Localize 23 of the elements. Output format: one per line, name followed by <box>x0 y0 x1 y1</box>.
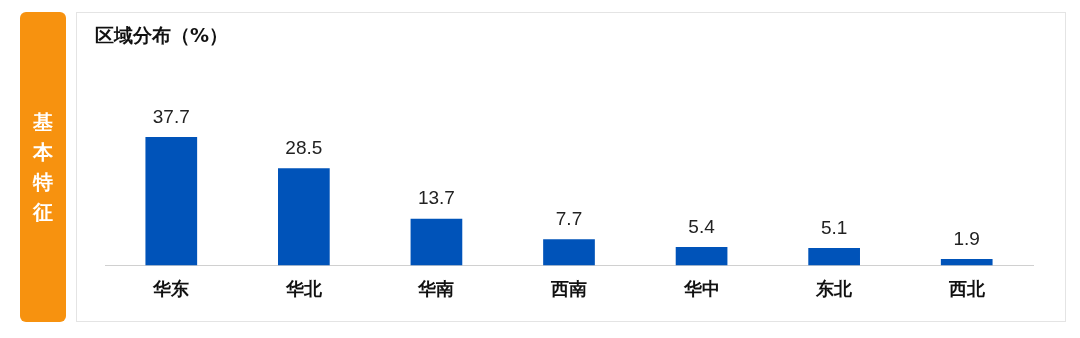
x-tick-label: 华北 <box>284 277 323 299</box>
bar <box>278 168 330 266</box>
data-label: 5.1 <box>820 216 848 238</box>
bar <box>675 247 728 266</box>
bar <box>410 218 463 266</box>
x-tick-label: 西北 <box>947 277 986 299</box>
x-tick-label: 华南 <box>417 277 455 299</box>
chart-title: 区域分布（%） <box>95 23 229 48</box>
data-label: 37.7 <box>152 105 190 127</box>
bar <box>145 136 198 266</box>
text: 基本特征 <box>32 109 54 226</box>
bar <box>543 239 595 266</box>
x-tick-label: 东北 <box>815 277 854 299</box>
x-tick-label: 华东 <box>152 277 190 299</box>
data-label: 7.7 <box>555 207 583 229</box>
x-tick-label: 西南 <box>550 277 587 299</box>
data-label: 13.7 <box>417 187 455 209</box>
data-label: 28.5 <box>285 137 323 159</box>
data-label: 5.4 <box>688 215 716 237</box>
bar <box>808 248 860 266</box>
bar <box>940 258 993 266</box>
data-label: 1.9 <box>953 227 980 249</box>
x-tick-label: 华中 <box>682 277 720 299</box>
